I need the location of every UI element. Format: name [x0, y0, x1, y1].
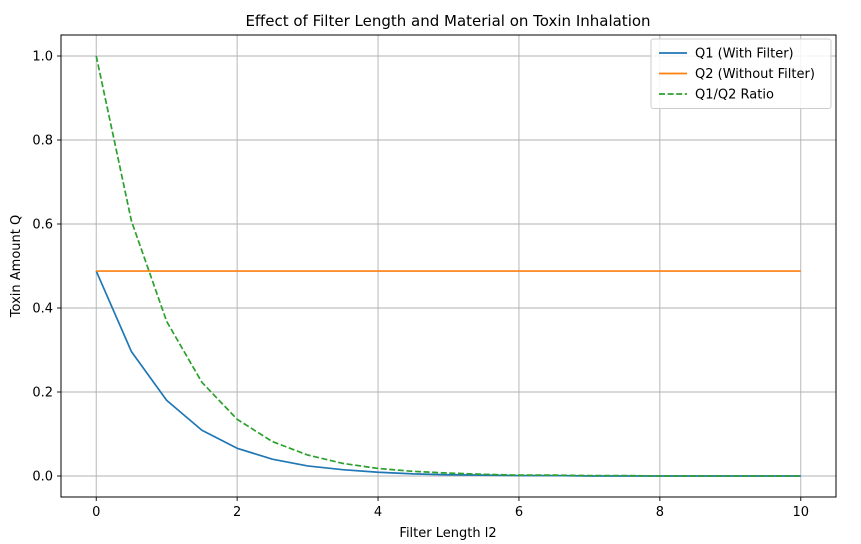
y-tick-label: 0.2 — [32, 386, 53, 401]
x-tick-label: 8 — [656, 505, 664, 520]
y-tick-label: 0.8 — [32, 134, 53, 149]
chart-title: Effect of Filter Length and Material on … — [245, 12, 650, 30]
axis-ticks: 0 2 4 6 8 10 0.0 0.2 0.4 0.6 0.8 1.0 — [32, 50, 809, 521]
legend-label: Q1/Q2 Ratio — [695, 88, 774, 103]
x-tick-label: 2 — [233, 505, 241, 520]
x-tick-label: 6 — [515, 505, 523, 520]
x-tick-label: 4 — [374, 505, 382, 520]
y-axis-title: Toxin Amount Q — [9, 215, 24, 318]
legend: Q1 (With Filter) Q2 (Without Filter) Q1/Q2… — [650, 38, 832, 109]
y-tick-label: 0.6 — [32, 218, 53, 233]
legend-label: Q2 (Without Filter) — [695, 67, 815, 82]
series — [95, 55, 801, 477]
series-line-q1-q2-ratio — [95, 55, 801, 477]
y-tick-label: 1.0 — [32, 50, 53, 65]
y-tick-label: 0.4 — [32, 302, 53, 317]
x-tick-label: 0 — [92, 505, 100, 520]
legend-box — [650, 38, 832, 109]
y-tick-label: 0.0 — [32, 470, 53, 485]
legend-label: Q1 (With Filter) — [695, 47, 794, 62]
plot-area-frame — [60, 34, 837, 498]
x-tick-label: 10 — [792, 505, 809, 520]
x-axis-title: Filter Length l2 — [399, 526, 496, 541]
